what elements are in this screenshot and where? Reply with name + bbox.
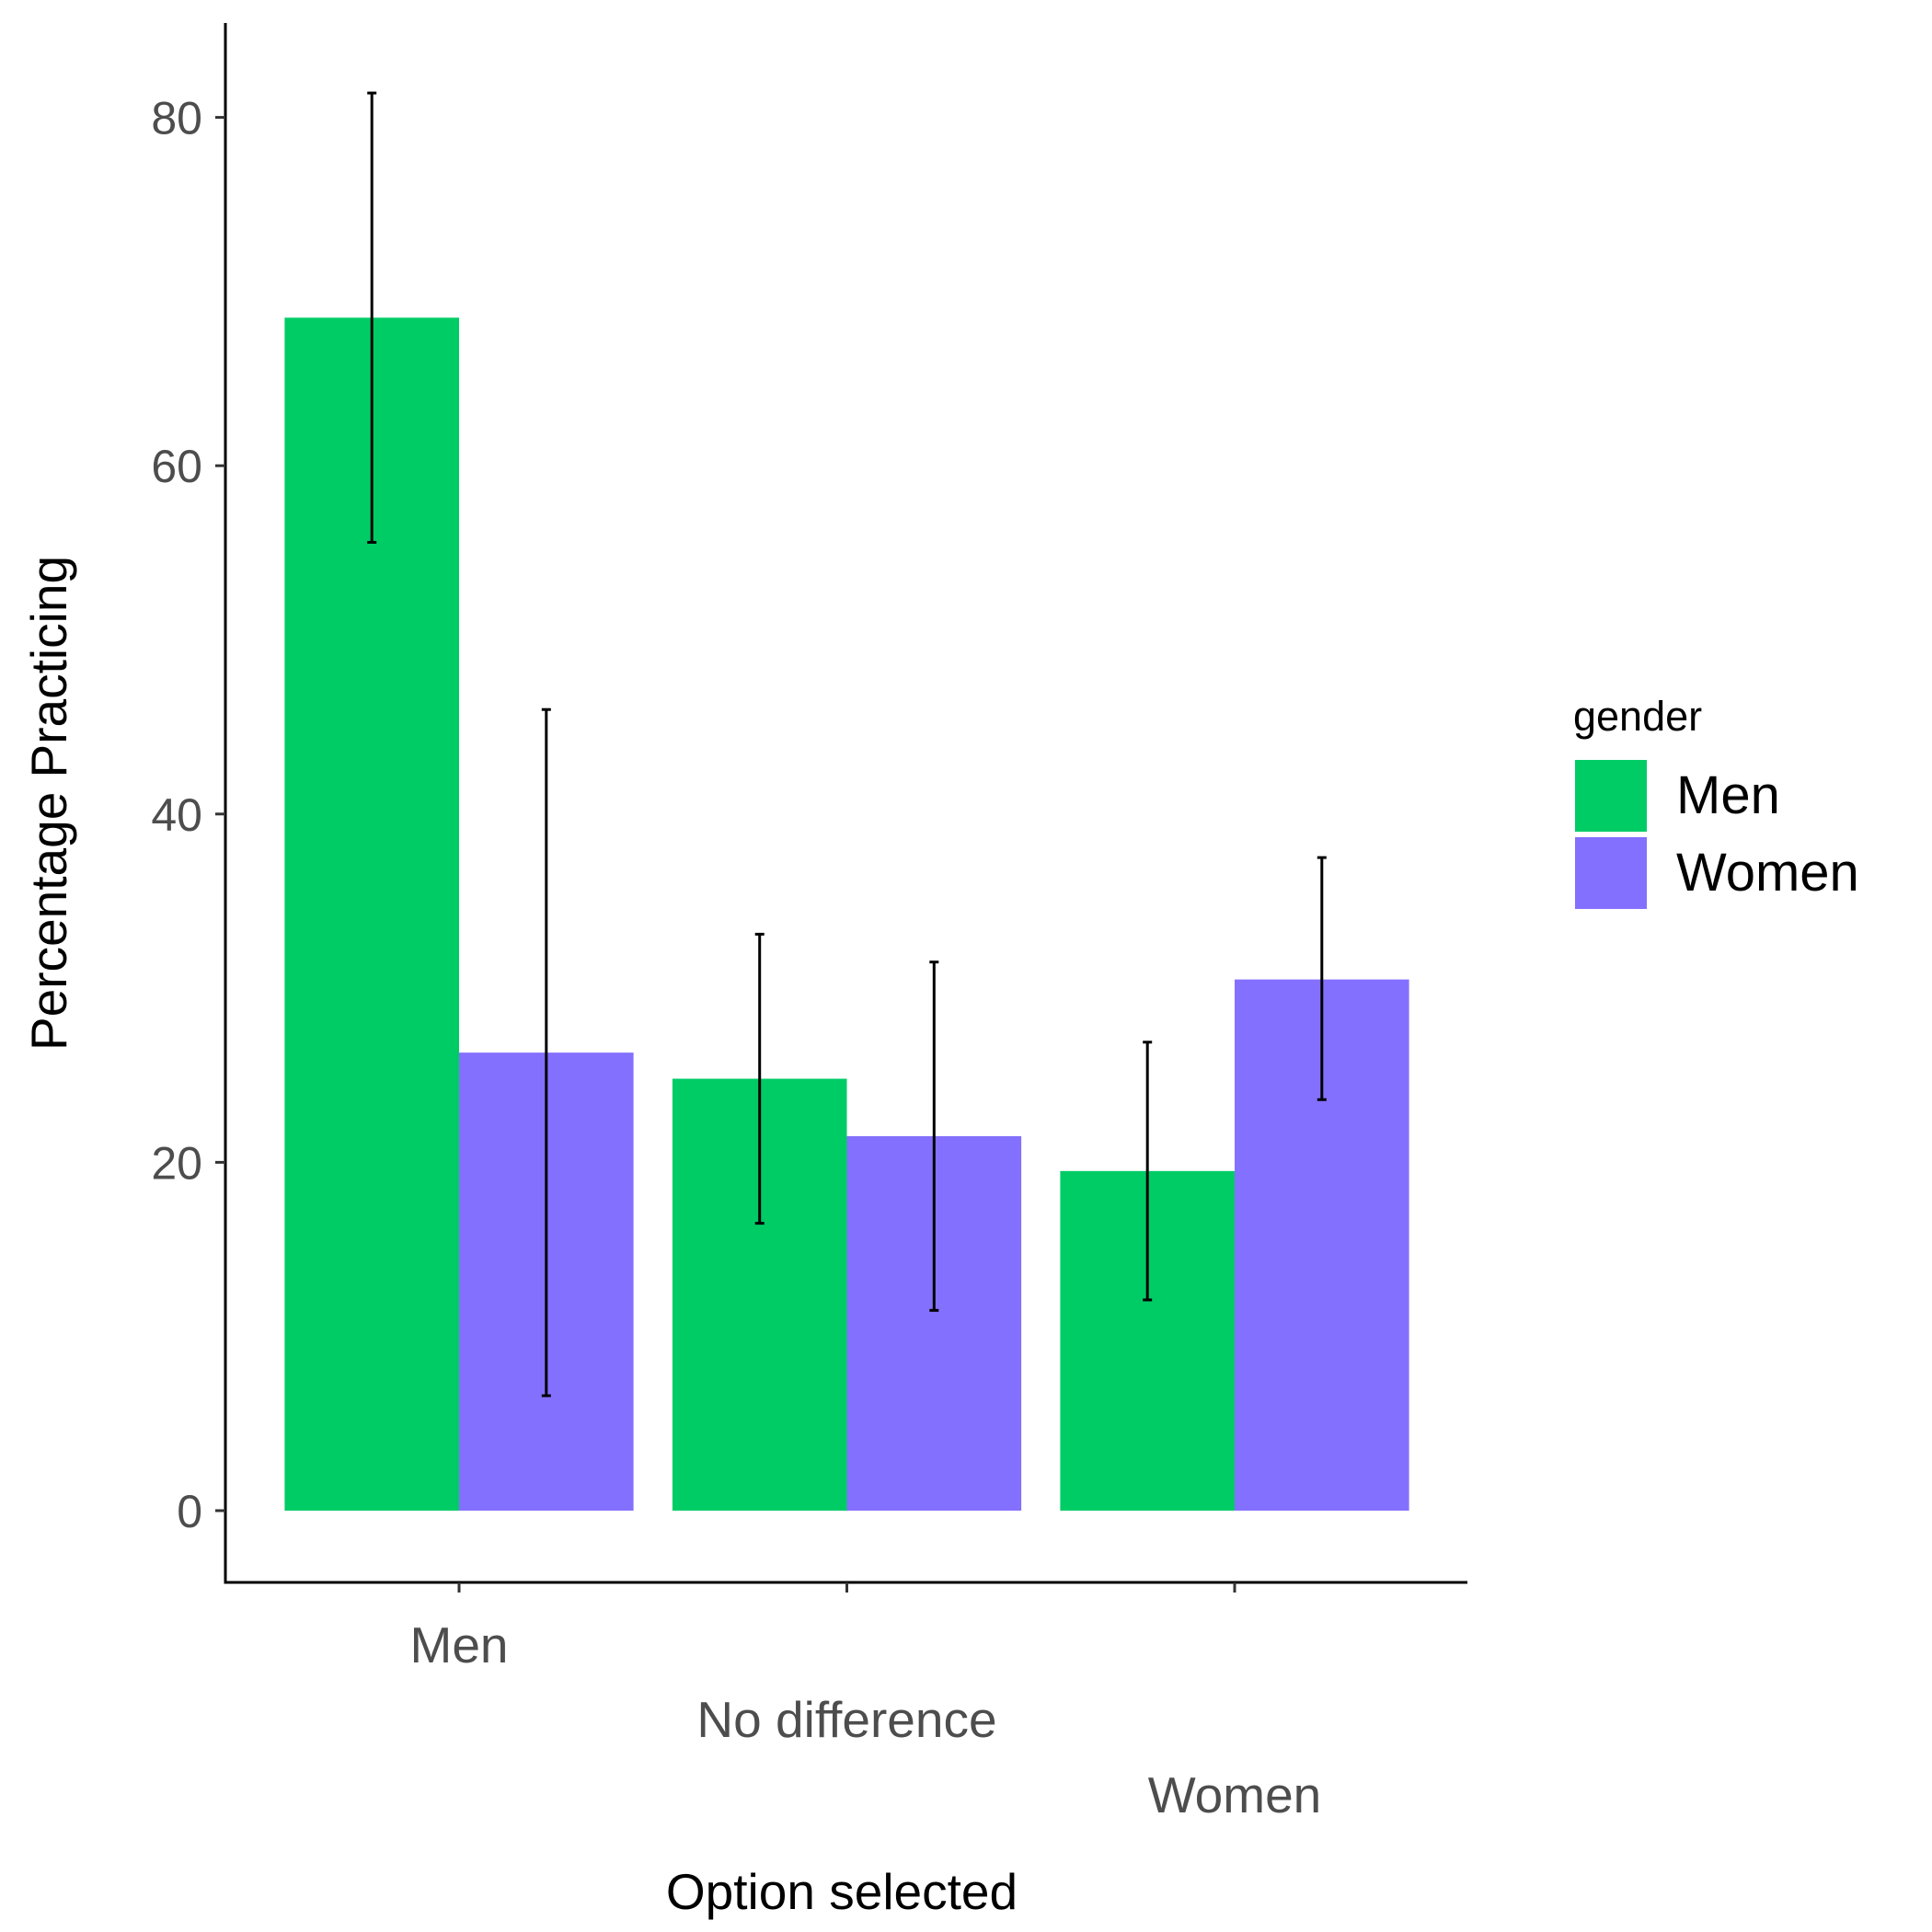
legend-key-men [1575, 760, 1647, 832]
y-tick-label: 0 [177, 1486, 202, 1537]
legend-title: gender [1573, 693, 1702, 740]
bars-layer [284, 317, 1409, 1511]
error-bar-women-no-difference [929, 960, 939, 1312]
error-bar-men-men [367, 91, 377, 544]
errorbars-layer [367, 91, 1327, 1397]
x-tick-label: No difference [696, 1691, 996, 1748]
error-bar-men-no-difference [754, 932, 765, 1225]
legend-label-men: Men [1676, 765, 1780, 825]
x-tick-label: Women [1148, 1766, 1322, 1823]
legend-items: Men Women [1575, 760, 1859, 909]
y-axis-ticks: 0 20 40 60 80 [151, 93, 225, 1537]
error-bar-women-women [1317, 856, 1327, 1101]
error-bar-men-women [1143, 1041, 1153, 1302]
y-axis-title: Percentage Practicing [20, 556, 77, 1051]
y-tick-label: 60 [151, 441, 202, 492]
y-tick-label: 40 [151, 789, 202, 841]
error-bar-women-men [541, 707, 551, 1397]
legend: gender Men Women [1573, 693, 1859, 909]
x-tick-label: Men [410, 1616, 509, 1673]
x-axis-ticks: Men No difference Women [410, 1582, 1322, 1823]
x-axis-title: Option selected [666, 1863, 1018, 1920]
legend-key-women [1575, 837, 1647, 909]
legend-label-women: Women [1676, 843, 1859, 903]
y-tick-label: 20 [151, 1137, 202, 1189]
y-tick-label: 80 [151, 93, 202, 144]
